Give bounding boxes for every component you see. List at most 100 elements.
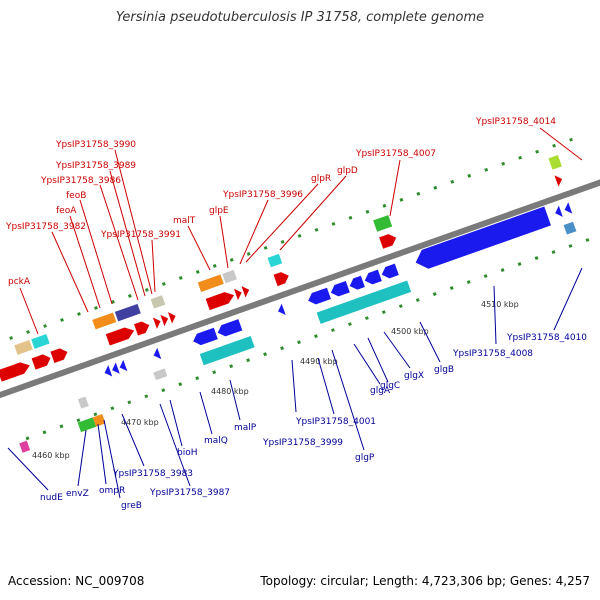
gene-label[interactable]: nudE (40, 493, 63, 503)
gene-label[interactable]: YpsIP31758_4014 (475, 117, 556, 127)
leader-line (51, 231, 89, 313)
leader-line (245, 183, 319, 263)
gene-label[interactable]: greB (121, 501, 142, 511)
leader-line (77, 429, 87, 487)
gene-arrow-blue (153, 347, 162, 360)
gene-arrow-red (134, 321, 150, 336)
scale-tick-4500: 4500 kbp (391, 327, 429, 336)
leader-line (331, 349, 365, 451)
gene-label[interactable]: YpsIP31758_4007 (355, 149, 436, 159)
gene-arrow-red (379, 234, 397, 249)
gene-block (563, 221, 577, 235)
scale-tick-4510: 4510 kbp (481, 300, 519, 309)
gene-label[interactable]: feoB (66, 191, 86, 201)
gene-arrow-red (160, 314, 169, 327)
gene-label[interactable]: YpsIP31758_4010 (506, 333, 587, 343)
gene-label[interactable]: YpsIP31758_3999 (262, 438, 343, 448)
gene-label[interactable]: YpsIP31758_3996 (222, 190, 303, 200)
gene-arrow-red (205, 292, 235, 311)
gene-arrow-red (105, 327, 135, 346)
forward-label-text: pckA YpsIP31758_3982 feoA feoB YpsIP3175… (5, 117, 556, 287)
genome-track (0, 132, 600, 453)
gene-label[interactable]: YpsIP31758_3983 (112, 469, 193, 479)
genome-summary: Topology: circular; Length: 4,723,306 bp… (260, 574, 590, 588)
leader-line (219, 215, 229, 269)
gene-label[interactable]: YpsIP31758_3987 (149, 488, 230, 498)
genome-backbone (0, 168, 600, 402)
gene-label[interactable]: glpE (209, 206, 229, 216)
reverse-tick-line (25, 227, 600, 441)
gene-block (153, 368, 168, 381)
gene-label[interactable]: glgP (355, 453, 375, 463)
gene-label[interactable]: glgX (404, 371, 424, 381)
gene-label[interactable]: YpsIP31758_4001 (295, 417, 376, 427)
gene-label[interactable]: ompR (99, 486, 125, 496)
gene-label[interactable]: envZ (66, 489, 89, 499)
gene-arrow-blue (119, 359, 128, 372)
leader-line (109, 170, 146, 297)
gene-arrow-blue (112, 362, 120, 374)
leader-line (539, 127, 583, 161)
gene-block (77, 417, 97, 433)
leader-line (7, 447, 49, 491)
gene-label[interactable]: YpsIP31758_3989 (55, 161, 136, 171)
gene-arrow-blue (308, 287, 331, 305)
gene-arrow-blue (555, 205, 563, 217)
gene-block (197, 274, 224, 292)
gene-block (114, 303, 141, 322)
reverse-gene-labels (7, 267, 583, 499)
gene-label[interactable]: feoA (56, 206, 77, 216)
gene-label[interactable]: glgC (380, 381, 400, 391)
gene-label[interactable]: malP (234, 423, 257, 433)
leader-line (121, 413, 145, 467)
gene-label[interactable]: glpR (311, 174, 331, 184)
leader-line (291, 359, 297, 413)
gene-arrow-red (0, 362, 30, 382)
forward-features (0, 155, 563, 382)
gene-block (92, 413, 106, 427)
leader-line (493, 285, 497, 345)
gene-arrow-blue (381, 263, 399, 279)
leader-line (99, 184, 139, 301)
leader-line (419, 321, 441, 363)
gene-arrow-red (273, 272, 289, 287)
gene-arrow-blue (364, 269, 382, 285)
leader-line (151, 239, 156, 293)
leader-line (389, 159, 401, 217)
gene-arrow-red (241, 286, 250, 298)
gene-label[interactable]: YpsIP31758_3986 (40, 176, 121, 186)
leader-line (187, 225, 211, 271)
gene-block (267, 253, 283, 268)
gene-label[interactable]: malQ (204, 436, 228, 446)
leader-line (317, 357, 335, 415)
reverse-features (19, 202, 577, 453)
scale-tick-4460: 4460 kbp (32, 451, 70, 460)
gene-block (222, 269, 237, 284)
leader-line (199, 391, 213, 435)
gene-label[interactable]: YpsIP31758_3991 (100, 230, 181, 240)
gene-block (19, 440, 31, 453)
gene-arrow-red (554, 175, 563, 187)
gene-arrow-blue (330, 281, 350, 297)
gene-label[interactable]: bioH (177, 448, 198, 458)
gene-arrow-blue (349, 275, 365, 290)
gene-arrow-red (233, 288, 242, 301)
gene-block (548, 155, 562, 170)
gene-arrow-red (167, 312, 176, 324)
gene-arrow-blue (415, 206, 551, 269)
leader-line (69, 215, 101, 309)
gene-arrow-red (31, 354, 51, 370)
gene-label[interactable]: YpsIP31758_3990 (55, 140, 136, 150)
leader-line (553, 267, 583, 331)
gene-arrow-blue (217, 319, 243, 337)
gene-label[interactable]: pckA (8, 277, 31, 287)
gene-label[interactable]: glpD (337, 166, 358, 176)
gene-label[interactable]: YpsIP31758_4008 (452, 349, 533, 359)
gene-block (14, 340, 33, 355)
gene-block (316, 280, 412, 324)
gene-arrow-red (50, 348, 68, 363)
gene-label[interactable]: glgB (434, 365, 454, 375)
gene-label[interactable]: malT (173, 216, 196, 226)
gene-label[interactable]: glgA (370, 386, 391, 396)
gene-label[interactable]: YpsIP31758_3982 (5, 222, 86, 232)
